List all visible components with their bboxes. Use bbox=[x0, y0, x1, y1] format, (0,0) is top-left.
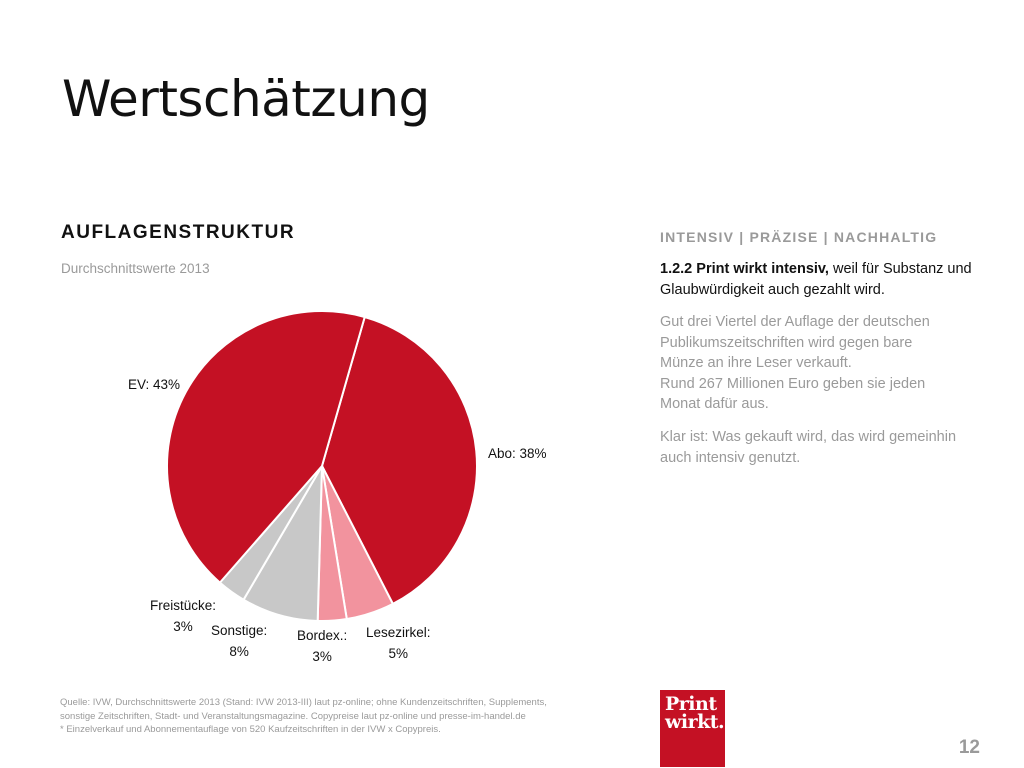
source-note: Quelle: IVW, Durchschnittswerte 2013 (St… bbox=[60, 697, 547, 735]
side-paragraph-1: Gut drei Viertel der Auflage der deutsch… bbox=[660, 314, 930, 412]
pie-slice-ev bbox=[166, 310, 366, 584]
page-number: 12 bbox=[958, 737, 980, 758]
pie-slice-abo bbox=[321, 316, 478, 605]
slice-label-sonstige: Sonstige: 8% bbox=[211, 623, 268, 659]
side-paragraph-2: Klar ist: Was gekauft wird, das wird gem… bbox=[660, 429, 957, 466]
side-lead: 1.2.2 Print wirkt intensiv, weil für Sub… bbox=[660, 259, 990, 301]
slice-label-abo: Abo: 38% bbox=[488, 446, 547, 461]
slice-label-ev: EV: 43% bbox=[128, 377, 181, 392]
chart-subtitle: Durchschnittswerte 2013 bbox=[61, 261, 210, 276]
side-heading: INTENSIV | PRÄZISE | NACHHALTIG bbox=[660, 229, 938, 245]
slice-label-freistuecke: Freistücke: 3% bbox=[150, 598, 217, 634]
side-lead-rest: weil für Substanz und Glaubwürdigkeit au… bbox=[660, 261, 972, 298]
slice-label-lesezirkel: Lesezirkel: 5% bbox=[366, 625, 431, 661]
print-wirkt-logo: Print wirkt. bbox=[660, 690, 725, 767]
side-lead-bold: 1.2.2 Print wirkt intensiv, bbox=[660, 261, 829, 277]
chart-title: AUFLAGENSTRUKTUR bbox=[61, 222, 296, 243]
slide-title: Wertschätzung bbox=[62, 70, 430, 128]
slice-label-bordex: Bordex.: 3% bbox=[297, 628, 348, 664]
